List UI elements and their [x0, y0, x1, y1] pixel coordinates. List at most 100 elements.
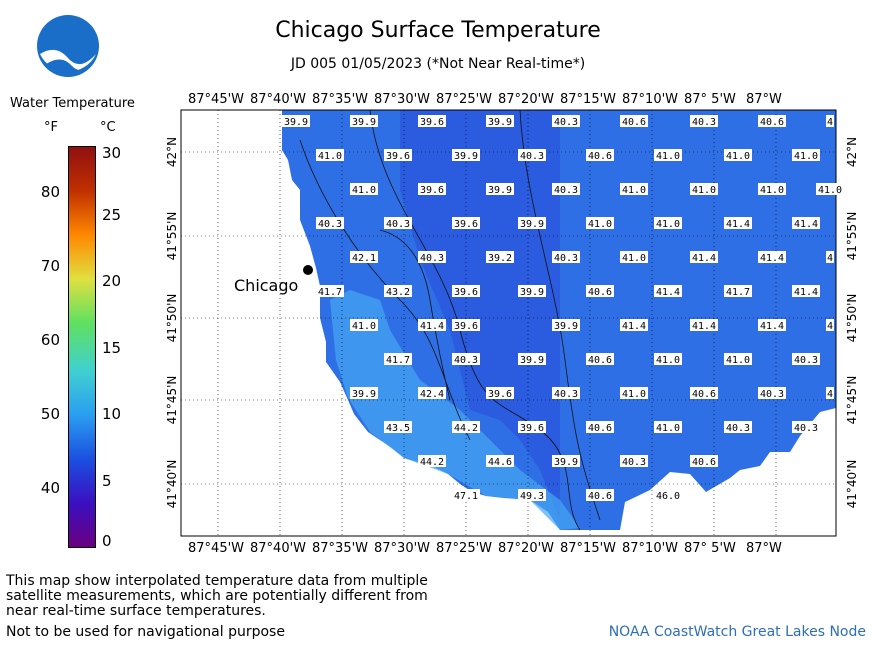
temperature-label: 41.0	[620, 183, 648, 196]
temperature-value: 42.1	[352, 253, 376, 264]
temperature-value: 4	[827, 253, 833, 264]
temperature-value: 41.7	[386, 355, 410, 366]
temperature-value: 39.9	[554, 457, 578, 468]
temperature-value: 39.6	[386, 151, 410, 162]
temperature-label: 41.0	[724, 149, 752, 162]
temperature-label: 40.3	[552, 115, 580, 128]
temperature-value: 46.0	[656, 491, 680, 502]
warm-water-band	[330, 290, 580, 530]
temperature-label: 44.2	[418, 455, 446, 468]
data-disclaimer: This map show interpolated temperature d…	[6, 573, 428, 619]
temperature-value: 40.6	[622, 117, 646, 128]
temperature-value: 40.3	[454, 355, 478, 366]
temperature-value: 40.3	[386, 219, 410, 230]
temperature-value: 42.4	[420, 389, 444, 400]
temperature-value: 40.3	[760, 389, 784, 400]
temperature-value: 40.3	[622, 457, 646, 468]
temperature-value: 40.6	[588, 491, 612, 502]
temperature-value: 39.9	[352, 389, 376, 400]
temperature-value: 39.9	[520, 355, 544, 366]
temperature-value: 40.3	[554, 389, 578, 400]
temperature-label: 40.6	[586, 353, 614, 366]
legend-tick-f: 80	[40, 183, 60, 201]
temperature-value: 39.9	[352, 117, 376, 128]
temperature-value: 40.6	[692, 457, 716, 468]
legend-unit-c: °C	[100, 120, 116, 135]
temperature-label: 41.4	[690, 319, 718, 332]
temperature-label: 40.3	[418, 251, 446, 264]
temperature-label: 40.3	[552, 251, 580, 264]
longitude-label: 87°10'W	[622, 541, 679, 556]
temperature-label: 49.3	[518, 489, 546, 502]
temperature-label: 40.6	[690, 387, 718, 400]
chicago-marker	[303, 265, 313, 275]
contour-line	[379, 229, 451, 401]
temperature-label: 39.6	[384, 149, 412, 162]
temperature-value: 40.3	[554, 185, 578, 196]
temperature-label: 41.7	[384, 353, 412, 366]
temperature-value: 41.0	[656, 219, 680, 230]
temperature-value: 41.4	[622, 321, 646, 332]
temperature-label: 39.9	[282, 115, 310, 128]
temperature-value: 41.0	[726, 355, 750, 366]
temperature-value: 39.6	[454, 321, 478, 332]
temperature-value: 41.0	[622, 185, 646, 196]
temperature-label: 41.4	[654, 285, 682, 298]
longitude-label: 87°30'W	[374, 92, 431, 107]
temperature-value: 39.9	[554, 321, 578, 332]
temperature-label: 39.2	[486, 251, 514, 264]
temperature-label: 40.6	[690, 455, 718, 468]
temperature-value: 4	[827, 389, 833, 400]
temperature-label: 41.4	[792, 285, 820, 298]
temperature-label: 39.6	[452, 319, 480, 332]
temperature-value: 41.0	[656, 355, 680, 366]
temperature-value: 39.6	[488, 389, 512, 400]
longitude-label: 87°30'W	[374, 541, 431, 556]
temperature-label: 41.0	[350, 319, 378, 332]
temperature-label: 40.3	[552, 387, 580, 400]
temperature-value: 41.0	[794, 151, 818, 162]
temperature-value: 47.1	[454, 491, 478, 502]
longitude-label: 87°25'W	[436, 541, 493, 556]
temperature-label: 39.9	[518, 353, 546, 366]
temperature-label: 4	[826, 387, 834, 400]
temperature-value: 41.0	[818, 185, 842, 196]
latitude-label: 42°N	[165, 136, 179, 168]
temperature-value: 40.3	[692, 117, 716, 128]
temperature-label: 41.0	[758, 183, 786, 196]
temperature-label: 39.6	[452, 217, 480, 230]
temperature-label: 41.7	[724, 285, 752, 298]
temperature-label: 44.2	[452, 421, 480, 434]
temperature-label: 40.3	[384, 217, 412, 230]
temperature-value: 39.9	[520, 287, 544, 298]
temperature-value: 39.9	[454, 151, 478, 162]
temperature-value: 41.0	[656, 151, 680, 162]
temperature-label: 41.4	[758, 251, 786, 264]
latitude-label: 41°50'N	[845, 293, 859, 343]
temperature-label: 41.0	[350, 183, 378, 196]
latitude-label: 41°40'N	[165, 459, 179, 509]
temperature-value: 41.4	[794, 219, 818, 230]
city-label: Chicago	[234, 276, 299, 295]
temperature-label: 40.3	[792, 421, 820, 434]
longitude-label: 87°40'W	[250, 541, 307, 556]
temperature-value: 39.2	[488, 253, 512, 264]
longitude-label: 87°15'W	[560, 541, 617, 556]
longitude-label: 87°35'W	[312, 92, 369, 107]
color-scale-bar	[68, 146, 96, 548]
latitude-label: 41°55'N	[165, 211, 179, 261]
temperature-value: 41.0	[622, 253, 646, 264]
temperature-value: 39.9	[284, 117, 308, 128]
temperature-value: 41.0	[352, 321, 376, 332]
longitude-label: 87°45'W	[188, 541, 245, 556]
temperature-value: 44.2	[454, 423, 478, 434]
legend-tick-c: 10	[102, 405, 122, 423]
legend-tick-f: 70	[40, 257, 60, 275]
legend-unit-f: °F	[44, 120, 58, 135]
temperature-value: 43.5	[386, 423, 410, 434]
temperature-value: 40.3	[420, 253, 444, 264]
temperature-label: 39.9	[518, 285, 546, 298]
temperature-label: 40.3	[518, 149, 546, 162]
temperature-label: 46.0	[654, 489, 682, 502]
